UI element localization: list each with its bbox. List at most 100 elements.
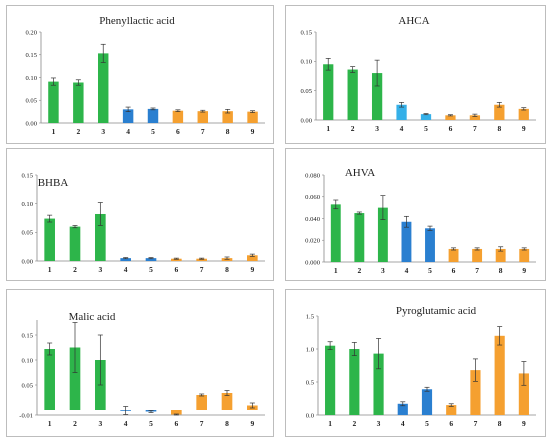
x-tick-label: 6: [174, 419, 178, 428]
bar: [145, 258, 157, 261]
x-tick-label: 2: [73, 419, 77, 428]
x-tick-label: 2: [357, 266, 361, 275]
x-tick-label: 7: [200, 419, 204, 428]
bar: [420, 114, 432, 120]
x-tick-label: 1: [48, 265, 52, 274]
y-tick-label: -0.01: [19, 412, 33, 419]
bar: [347, 69, 358, 120]
x-tick-label: 9: [250, 265, 254, 274]
x-tick-label: 2: [76, 127, 80, 136]
y-tick-label: 0.020: [305, 238, 321, 245]
x-tick-label: 5: [149, 265, 153, 274]
bar: [73, 82, 84, 123]
bar: [469, 115, 481, 120]
x-tick-label: 5: [149, 419, 153, 428]
bar: [371, 73, 383, 120]
x-tick-label: 4: [126, 127, 130, 136]
y-tick-label: 0.00: [25, 120, 37, 127]
y-tick-label: 0.15: [21, 332, 33, 339]
bar: [196, 395, 207, 410]
bar: [446, 405, 457, 415]
x-tick-label: 3: [101, 127, 105, 136]
bar: [221, 393, 233, 410]
x-tick-label: 8: [499, 266, 503, 275]
bar: [69, 347, 81, 410]
x-tick-label: 1: [48, 419, 52, 428]
x-tick-label: 9: [251, 127, 255, 136]
x-tick-label: 4: [405, 266, 409, 275]
x-tick-label: 9: [250, 419, 254, 428]
y-tick-label: 0.15: [300, 29, 312, 36]
x-tick-label: 5: [428, 266, 432, 275]
bar: [397, 403, 408, 415]
bar: [377, 207, 388, 262]
bar: [425, 228, 435, 262]
bar: [445, 115, 456, 120]
bar: [97, 53, 109, 124]
bar: [196, 258, 207, 261]
bar: [122, 109, 134, 123]
y-tick-label: 0.060: [305, 194, 321, 201]
x-tick-label: 2: [73, 265, 77, 274]
chart-svg-2: 0.00 0.05 0.10 0.15 1 2 3 4 5 6 7 8 9 AHCA: [300, 15, 536, 133]
x-tick-label: 5: [151, 127, 155, 136]
y-tick-label: 0.10: [21, 201, 33, 208]
x-tick-label: 6: [176, 127, 180, 136]
y-tick-label: 0.000: [305, 259, 321, 266]
bar: [197, 111, 209, 123]
bar: [120, 258, 131, 261]
x-tick-label: 9: [522, 266, 526, 275]
x-tick-label: 4: [400, 124, 404, 133]
x-tick-label: 5: [424, 124, 428, 133]
y-tick-label: 0.040: [305, 216, 321, 223]
chart-title: AHCA: [398, 15, 429, 27]
bar: [172, 110, 184, 123]
bar: [354, 213, 365, 262]
chart-title: Malic acid: [69, 311, 116, 323]
x-tick-label: 1: [328, 419, 332, 428]
bar: [421, 389, 433, 415]
chart-panel-ahva: 0.000 0.020 0.040 0.060 0.080 1 2 3 4 5 6 7 8 9 AHVA: [285, 148, 546, 281]
chart-title: Phenyllactic acid: [99, 15, 175, 27]
x-tick-label: 7: [474, 419, 478, 428]
bar: [518, 108, 529, 120]
x-tick-label: 4: [401, 419, 405, 428]
x-tick-label: 8: [225, 419, 229, 428]
y-tick-label: 0.080: [305, 172, 321, 179]
x-tick-label: 8: [225, 265, 229, 274]
x-tick-label: 2: [351, 124, 355, 133]
x-tick-label: 3: [98, 265, 102, 274]
bar: [222, 111, 233, 123]
x-tick-label: 1: [334, 266, 338, 275]
x-tick-label: 4: [124, 419, 128, 428]
x-tick-label: 3: [381, 266, 385, 275]
chart-title: BHBA: [38, 177, 69, 189]
y-tick-label: 0.10: [21, 357, 33, 364]
chart-svg-3: 0.00 0.05 0.10 0.15 1 2 3 4 5 6 7 8 9 BHBA: [21, 172, 265, 274]
bar: [147, 108, 159, 123]
x-tick-label: 9: [522, 419, 526, 428]
bar: [44, 349, 55, 410]
y-tick-label: 0.05: [21, 382, 33, 389]
x-tick-label: 5: [425, 419, 429, 428]
x-tick-label: 6: [174, 265, 178, 274]
bar: [330, 204, 341, 262]
chart-svg-1: 0.00 0.05 0.10 0.15 0.20 1 2 3 4 5 6 7 8 9 Phenyllacti…: [25, 15, 265, 136]
bar: [44, 218, 55, 261]
x-tick-label: 6: [449, 124, 453, 133]
y-tick-label: 0.0: [306, 412, 315, 419]
bar: [401, 221, 412, 262]
y-tick-label: 0.00: [21, 258, 33, 265]
bar: [48, 81, 59, 123]
y-tick-label: 0.05: [25, 98, 37, 105]
bar: [448, 248, 459, 262]
bar: [247, 111, 258, 123]
y-tick-label: 0.05: [21, 230, 33, 237]
x-tick-label: 2: [352, 419, 356, 428]
bar: [325, 345, 336, 415]
x-tick-label: 1: [52, 127, 56, 136]
chart-svg-4: 0.000 0.020 0.040 0.060 0.080 1 2 3 4 5 6 7 8 9 AHVA: [305, 167, 536, 275]
x-tick-label: 3: [375, 124, 379, 133]
x-tick-label: 7: [201, 127, 205, 136]
bar: [472, 248, 483, 262]
